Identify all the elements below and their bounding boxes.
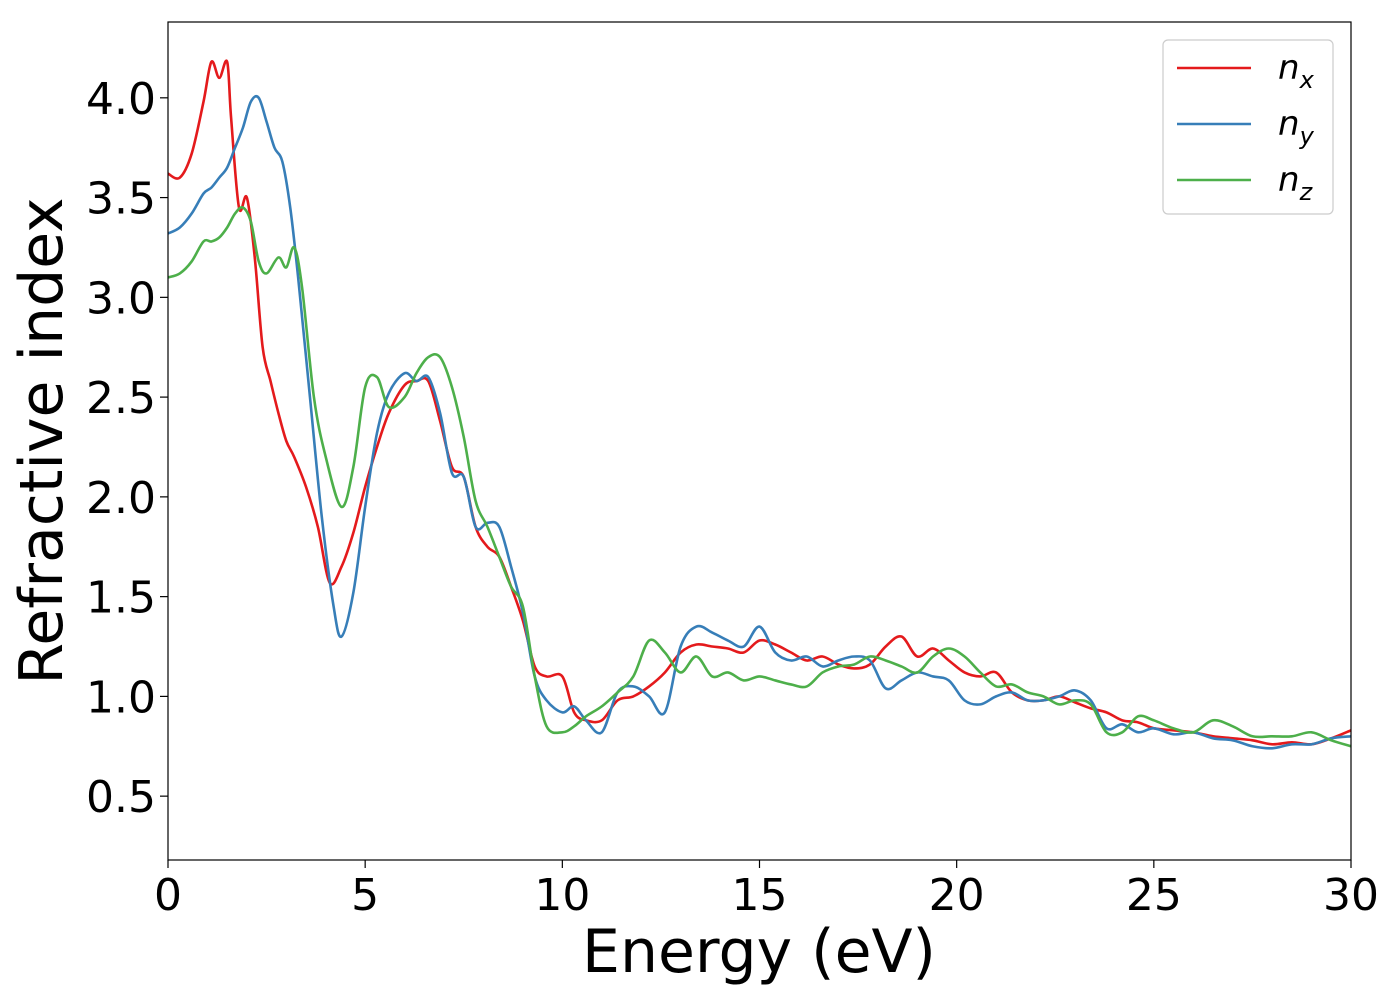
x-axis: 0 5 10 15 20 25 30 [154, 860, 1379, 921]
legend-box [1162, 39, 1334, 215]
x-tick-label: 20 [929, 870, 985, 921]
legend-label-subscript: x [1299, 66, 1315, 94]
x-tick-label: 30 [1323, 870, 1379, 921]
y-axis-title: Refractive index [7, 197, 77, 684]
y-axis: 0.5 1.0 1.5 2.0 2.5 3.0 3.5 4.0 [86, 74, 168, 823]
y-tick-label: 3.5 [86, 174, 156, 225]
legend-label-base: n [1278, 48, 1300, 88]
series-line-n-y [168, 95, 1351, 750]
x-tick-label: 0 [154, 870, 182, 921]
y-tick-label: 2.5 [86, 373, 156, 424]
legend-label-subscript: y [1299, 122, 1315, 150]
x-tick-label: 25 [1126, 870, 1182, 921]
series-lines [168, 59, 1351, 750]
legend-label-base: n [1278, 160, 1300, 200]
legend-label: nz [1278, 160, 1314, 206]
x-axis-title: Energy (eV) [582, 917, 936, 987]
series-line-n-x [168, 59, 1351, 746]
y-tick-label: 2.0 [86, 473, 156, 524]
x-tick-label: 5 [351, 870, 379, 921]
series-line-n-z [168, 206, 1351, 748]
legend-label: nx [1278, 48, 1315, 94]
x-tick-label: 10 [534, 870, 590, 921]
legend-label-subscript: z [1299, 178, 1314, 206]
legend-label-base: n [1278, 104, 1300, 144]
x-tick-label: 15 [732, 870, 788, 921]
y-tick-label: 3.0 [86, 273, 156, 324]
y-tick-label: 4.0 [86, 74, 156, 125]
y-tick-label: 1.0 [86, 672, 156, 723]
y-tick-label: 1.5 [86, 573, 156, 624]
legend-label: ny [1278, 104, 1315, 150]
y-tick-label: 0.5 [86, 772, 156, 823]
